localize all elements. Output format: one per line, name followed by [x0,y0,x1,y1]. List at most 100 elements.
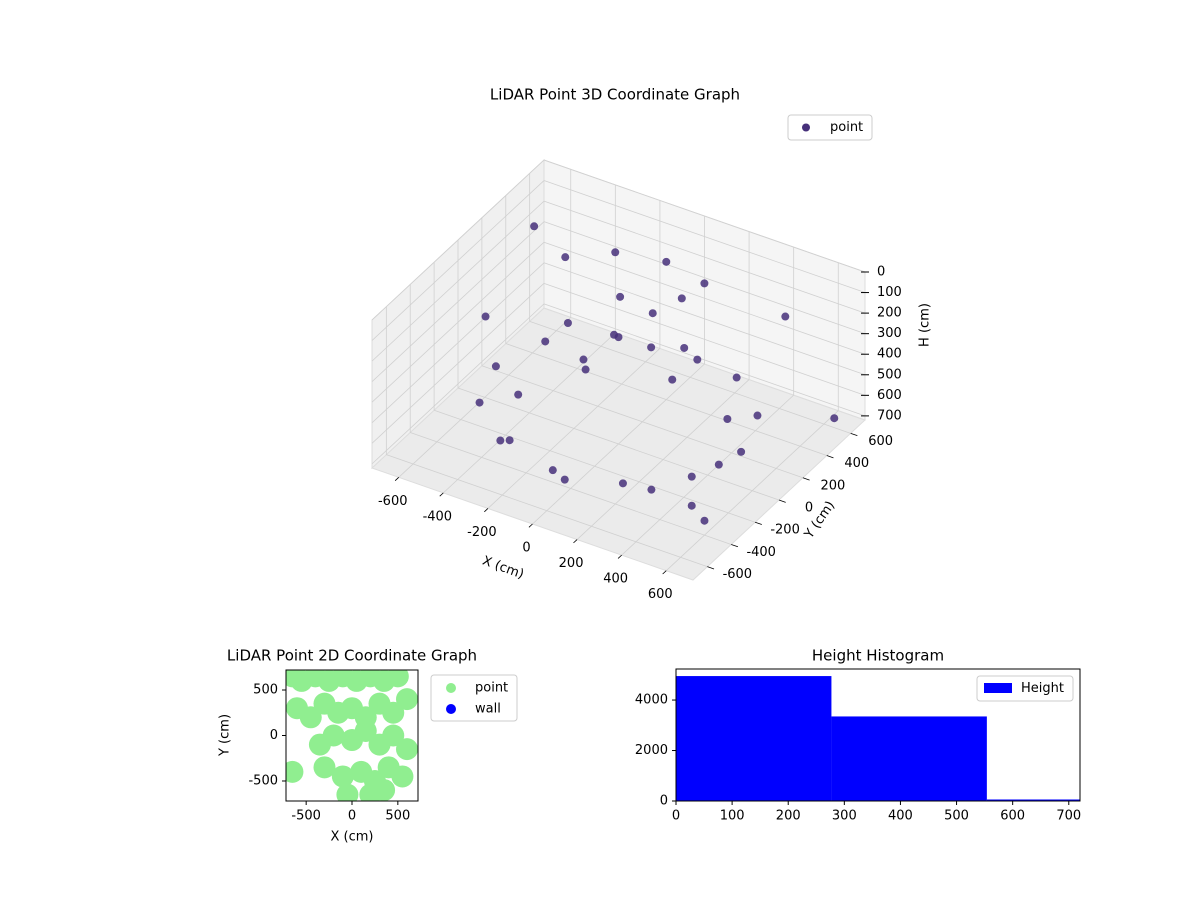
point [611,248,620,257]
bar [676,676,832,801]
plot-area [286,670,418,801]
chart-title: LiDAR Point 3D Coordinate Graph [490,86,740,104]
legend-label: Height [1021,681,1064,696]
x-tick-label: -500 [291,809,321,824]
x-tick-label: 0 [348,809,356,824]
point [680,343,689,352]
point [781,312,790,321]
grid-line [371,221,545,382]
grid-line [371,180,545,341]
y-tick-label: 0 [270,728,278,743]
tick-mark [484,508,489,513]
x-tick-label: 400 [888,809,913,824]
point [505,436,514,445]
point [753,411,762,420]
point [336,783,359,801]
point [687,501,696,510]
point [322,724,345,747]
point [693,355,702,364]
z-tick-label: 100 [877,285,902,300]
axes-frame [675,668,1081,802]
point [560,475,569,484]
grid-line [371,241,545,403]
point [491,362,500,371]
y-tick-label: 0 [660,794,668,809]
grid-line [371,200,545,362]
legend-label: point [830,120,863,135]
grid-line [505,343,827,456]
x-tick-label: -600 [378,494,408,509]
y-tick-label: 200 [820,478,845,493]
legend-marker [446,704,456,714]
point [396,688,418,711]
y-tick-label: 600 [868,434,893,449]
point [614,333,623,342]
point [647,343,656,352]
grid-line [371,262,545,424]
grid-line [371,159,545,321]
tick-mark [754,521,762,525]
x-tick-label: 400 [603,572,628,587]
tick-mark [778,499,786,503]
y-tick-label: -400 [746,545,776,560]
x-tick-label: 600 [648,587,673,602]
tick-mark [850,432,858,437]
grid-line [371,283,545,444]
point [668,375,677,384]
legend-marker [984,683,1012,693]
grid-line [457,387,780,501]
legend-marker [802,123,810,132]
z-tick-label: 400 [877,347,902,362]
grid-line [543,180,866,293]
y-tick-label: 0 [805,501,813,516]
x-tick-label: 100 [720,809,745,824]
bar [831,716,987,801]
point [561,253,570,262]
point [581,365,590,374]
y-tick-label: 500 [253,683,278,698]
x-axis-label: X (cm) [331,830,374,845]
tick-mark [573,539,578,544]
point [700,516,709,525]
point [830,414,839,423]
grid-line [410,432,732,545]
point [687,472,696,481]
tick-mark [528,523,533,528]
z-tick-label: 0 [877,265,885,280]
point [563,319,572,327]
grid-line [371,303,545,465]
z-tick-label: 300 [877,326,902,341]
point [481,312,490,321]
point [496,436,505,445]
x-tick-label: 200 [559,556,584,571]
grid-line [543,262,866,376]
grid-line [529,320,851,434]
point [530,222,539,231]
point [647,485,656,494]
y-tick-label: 4000 [635,693,668,708]
x-tick-label: 500 [385,809,410,824]
point [662,257,671,266]
point [331,765,354,788]
x-axis-label: X (cm) [480,554,526,583]
x-tick-label: 600 [1000,809,1025,824]
z-tick-label: 600 [877,388,902,403]
z-axis-label: H (cm) [918,303,933,347]
grid-line [543,241,866,355]
y-tick-label: -600 [723,567,753,582]
point [548,466,557,475]
point [396,738,418,761]
x-tick-label: 700 [1056,809,1081,824]
y-tick-label: -200 [770,523,800,538]
y-axis-label: Y (cm) [218,714,233,757]
x-tick-label: 0 [672,809,680,824]
point [299,706,322,729]
grid-line [543,200,866,314]
point [373,779,396,801]
point [732,373,741,382]
grid-line [543,221,866,335]
legend-box [787,114,873,141]
tick-mark [617,554,622,559]
point [386,670,409,688]
